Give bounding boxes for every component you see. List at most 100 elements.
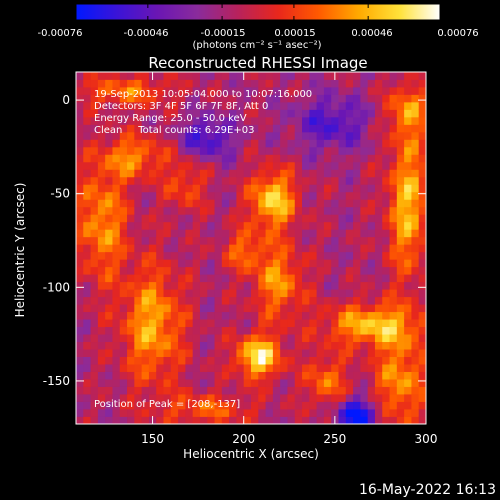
heatmap-cell bbox=[396, 79, 405, 88]
heatmap-cell bbox=[97, 199, 106, 208]
x-tick-label: 300 bbox=[415, 432, 438, 446]
heatmap-cell bbox=[83, 371, 91, 380]
heatmap-cell bbox=[309, 244, 318, 253]
heatmap-cell bbox=[105, 409, 113, 417]
heatmap-cell bbox=[338, 191, 347, 200]
heatmap-cell bbox=[112, 401, 121, 410]
heatmap-cell bbox=[199, 94, 208, 103]
heatmap-cell bbox=[185, 379, 194, 387]
heatmap-cell bbox=[83, 146, 91, 155]
heatmap-cell bbox=[302, 101, 310, 110]
heatmap-cell bbox=[236, 154, 245, 163]
heatmap-cell bbox=[243, 296, 252, 305]
heatmap-cell bbox=[192, 311, 201, 320]
heatmap-cell bbox=[389, 72, 398, 80]
heatmap-cell bbox=[97, 274, 106, 283]
heatmap-cell bbox=[207, 296, 215, 305]
heatmap-cell bbox=[163, 364, 172, 372]
heatmap-cell bbox=[207, 199, 215, 208]
heatmap-cell bbox=[374, 176, 383, 185]
heatmap-cell bbox=[353, 409, 361, 417]
heatmap-cell bbox=[287, 206, 296, 215]
heatmap-cell bbox=[163, 274, 172, 283]
heatmap-cell bbox=[258, 116, 266, 125]
heatmap-cell bbox=[141, 109, 150, 118]
heatmap-cell bbox=[185, 72, 194, 80]
heatmap-cell bbox=[389, 394, 398, 402]
heatmap-cell bbox=[331, 379, 339, 387]
heatmap-cell bbox=[192, 334, 201, 343]
heatmap-cell bbox=[105, 116, 113, 125]
heatmap-cell bbox=[302, 94, 310, 103]
heatmap-cell bbox=[243, 139, 252, 148]
heatmap-cell bbox=[141, 169, 150, 178]
heatmap-cell bbox=[316, 251, 325, 260]
heatmap-cell bbox=[229, 79, 237, 88]
heatmap-cell bbox=[294, 259, 303, 268]
heatmap-cell bbox=[251, 79, 259, 88]
heatmap-cell bbox=[374, 356, 383, 365]
heatmap-cell bbox=[411, 371, 420, 380]
heatmap-cell bbox=[236, 221, 245, 230]
heatmap-cell bbox=[382, 161, 390, 170]
heatmap-cell bbox=[272, 86, 281, 95]
heatmap-cell bbox=[382, 101, 390, 110]
heatmap-cell bbox=[243, 356, 252, 365]
heatmap-cell bbox=[76, 259, 84, 268]
heatmap-cell bbox=[83, 416, 91, 424]
heatmap-cell bbox=[156, 281, 164, 290]
heatmap-cell bbox=[309, 401, 318, 410]
heatmap-cell bbox=[294, 379, 303, 387]
heatmap-cell bbox=[185, 101, 194, 110]
heatmap-cell bbox=[207, 356, 215, 365]
heatmap-cell bbox=[90, 304, 99, 313]
heatmap-cell bbox=[418, 304, 426, 313]
heatmap-cell bbox=[112, 124, 121, 133]
heatmap-cell bbox=[214, 401, 223, 410]
heatmap-cell bbox=[229, 356, 237, 365]
heatmap-cell bbox=[229, 199, 237, 208]
colorbar-tick-label: -0.00046 bbox=[124, 28, 169, 39]
heatmap-cell bbox=[199, 416, 208, 424]
heatmap-cell bbox=[280, 326, 288, 335]
heatmap-cell bbox=[382, 116, 390, 125]
heatmap-cell bbox=[389, 109, 398, 118]
heatmap-cell bbox=[316, 206, 325, 215]
heatmap-cell bbox=[90, 176, 99, 185]
heatmap-cell bbox=[170, 214, 179, 223]
heatmap-cell bbox=[192, 386, 201, 395]
heatmap-cell bbox=[374, 214, 383, 223]
heatmap-cell bbox=[382, 401, 390, 410]
heatmap-cell bbox=[265, 124, 274, 133]
heatmap-cell bbox=[199, 229, 208, 238]
heatmap-cell bbox=[331, 139, 339, 148]
heatmap-cell bbox=[207, 326, 215, 335]
heatmap-cell bbox=[141, 349, 150, 357]
heatmap-cell bbox=[127, 326, 135, 335]
heatmap-cell bbox=[389, 304, 398, 313]
heatmap-cell bbox=[309, 169, 318, 178]
heatmap-cell bbox=[148, 184, 157, 193]
heatmap-cell bbox=[141, 72, 150, 80]
heatmap-cell bbox=[367, 319, 376, 328]
heatmap-cell bbox=[272, 289, 281, 298]
heatmap-cell bbox=[272, 184, 281, 193]
heatmap-cell bbox=[404, 184, 412, 193]
heatmap-cell bbox=[287, 199, 296, 208]
heatmap-cell bbox=[418, 86, 426, 95]
heatmap-cell bbox=[345, 386, 354, 395]
heatmap-cell bbox=[127, 161, 135, 170]
heatmap-cell bbox=[331, 409, 339, 417]
heatmap-cell bbox=[316, 109, 325, 118]
heatmap-cell bbox=[214, 409, 223, 417]
heatmap-cell bbox=[163, 94, 172, 103]
heatmap-cell bbox=[265, 191, 274, 200]
heatmap-cell bbox=[141, 131, 150, 140]
heatmap-cell bbox=[418, 131, 426, 140]
heatmap-cell bbox=[258, 319, 266, 328]
heatmap-cell bbox=[272, 281, 281, 290]
heatmap-cell bbox=[338, 161, 347, 170]
heatmap-cell bbox=[309, 94, 318, 103]
heatmap-cell bbox=[134, 199, 143, 208]
heatmap-cell bbox=[83, 319, 91, 328]
